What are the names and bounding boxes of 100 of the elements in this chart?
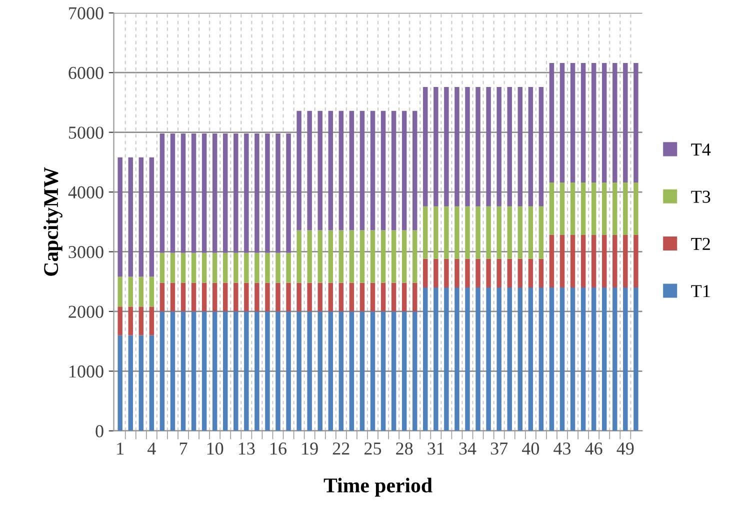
bar (234, 282, 238, 312)
bar (538, 86, 544, 206)
bar (360, 282, 365, 312)
bar (118, 276, 122, 307)
bar (423, 288, 428, 431)
bar (244, 134, 249, 253)
bar (612, 182, 618, 236)
bar (465, 206, 470, 259)
bar (518, 206, 522, 259)
bar (476, 86, 480, 206)
bar (507, 86, 512, 206)
bar (244, 252, 249, 283)
bar (328, 110, 334, 230)
bar (191, 311, 196, 431)
bar (391, 110, 396, 230)
bar (612, 63, 618, 182)
bar (496, 206, 502, 259)
bar (338, 311, 344, 431)
y-tick-label: 1000 (70, 365, 104, 378)
y-tick-label: 7000 (69, 7, 104, 20)
bar (370, 230, 376, 283)
bar (265, 252, 270, 283)
bar (349, 110, 354, 230)
bar (202, 282, 207, 312)
bar (170, 134, 176, 253)
bar (149, 276, 154, 307)
bar (444, 206, 449, 259)
bar (360, 311, 365, 431)
bar (170, 252, 176, 283)
bar (380, 110, 386, 230)
bar (623, 235, 628, 288)
bar (380, 230, 386, 283)
bar (296, 311, 302, 431)
bar (265, 282, 270, 312)
bar (402, 311, 407, 431)
bar (528, 206, 534, 259)
bar (591, 288, 596, 431)
bar (170, 311, 176, 431)
bar (138, 157, 144, 277)
x-axis-title: Time period (324, 478, 432, 497)
bar (307, 282, 312, 312)
x-tick-label: 22 (332, 442, 350, 454)
bar (265, 311, 270, 431)
bar (328, 311, 334, 431)
legend-label: T2 (691, 238, 710, 250)
y-tick-label: 5000 (68, 126, 104, 139)
bar (160, 252, 165, 283)
bar (370, 110, 376, 230)
bar (580, 288, 586, 431)
bar (149, 157, 154, 277)
bar (180, 134, 186, 253)
bar (222, 311, 228, 431)
bar (296, 230, 302, 283)
x-tick-label: 4 (148, 442, 156, 454)
bar (180, 311, 186, 431)
bar (191, 282, 196, 312)
bar (623, 288, 628, 431)
bar (360, 230, 365, 283)
bar (434, 86, 438, 206)
bar (328, 282, 334, 312)
bar (412, 230, 418, 283)
bar (423, 86, 428, 206)
bar (276, 282, 280, 312)
bar (580, 63, 586, 182)
x-tick-label: 34 (459, 442, 476, 455)
bar (338, 110, 344, 230)
bar (476, 206, 480, 259)
bar (265, 134, 270, 253)
bar (118, 335, 122, 431)
bar (496, 288, 502, 431)
bar (244, 282, 249, 312)
legend-label: T1 (691, 285, 710, 298)
bar (423, 206, 428, 259)
bar (518, 288, 522, 431)
bar (128, 306, 133, 336)
bar (170, 282, 176, 312)
bar (580, 182, 586, 236)
y-tick-label: 2000 (68, 306, 104, 318)
x-tick-label: 31 (428, 442, 444, 455)
bar (634, 63, 638, 182)
bar (128, 276, 133, 307)
bar (402, 230, 407, 283)
bar (486, 86, 491, 206)
bar (307, 230, 312, 283)
bar (138, 335, 144, 431)
bar (538, 288, 544, 431)
bar (496, 86, 502, 206)
bar (486, 288, 491, 431)
bar (423, 258, 428, 288)
bar (528, 258, 534, 288)
bar (118, 157, 122, 277)
bar (570, 235, 576, 288)
bar (570, 182, 576, 236)
bar (412, 282, 418, 312)
bar (454, 206, 460, 259)
bar (328, 230, 334, 283)
x-tick-label: 13 (238, 442, 255, 455)
bar (465, 258, 470, 288)
bar (528, 288, 534, 431)
bar (444, 288, 449, 431)
